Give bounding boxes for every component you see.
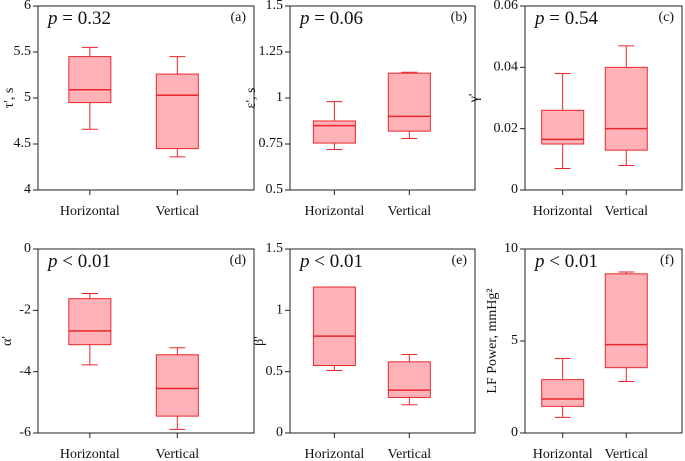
p-symbol: p [533, 251, 545, 272]
p-text: = 0.54 [545, 8, 599, 29]
panel-label: (a) [230, 10, 246, 25]
box [312, 120, 356, 144]
x-tick-label: Horizontal [60, 204, 120, 219]
p-text: < 0.01 [58, 251, 111, 272]
p-value: p = 0.54 [533, 8, 598, 29]
x-tick-label: Vertical [388, 447, 432, 461]
y-axis-label: LF Power, mmHg² [485, 288, 500, 393]
y-tick-label: 0 [276, 425, 283, 440]
panel-label: (f) [660, 253, 674, 268]
panel: 0 0.5 1 1.5 Horizontal Vertical β' (e) p < 0.01 [252, 241, 476, 461]
box [541, 109, 585, 145]
x-tick-label: Horizontal [60, 447, 120, 461]
x-tick-label: Vertical [156, 447, 200, 461]
x-tick-label: Horizontal [304, 447, 364, 461]
p-text: < 0.01 [545, 251, 598, 272]
panel: -6 -4 -2 0 Horizontal Vertical α' (d) p < 0.01 [0, 241, 255, 461]
y-tick-label: 6 [24, 0, 31, 13]
y-tick-label: 0.02 [494, 121, 519, 136]
p-value: p < 0.01 [298, 251, 363, 272]
x-tick-label: Vertical [604, 447, 648, 461]
p-symbol: p [46, 251, 58, 272]
y-tick-label: 0.75 [259, 136, 284, 151]
y-tick-label: 0.06 [494, 0, 519, 13]
plot-frame [37, 248, 255, 434]
y-tick-label: 1 [276, 303, 283, 318]
y-axis-label: ε', s [244, 88, 259, 109]
x-tick-label: Vertical [604, 204, 648, 219]
box [155, 354, 199, 417]
box [387, 361, 431, 398]
p-symbol: p [533, 8, 545, 29]
x-tick-label: Vertical [388, 204, 432, 219]
p-symbol: p [46, 8, 58, 29]
panel-label: (b) [451, 10, 468, 25]
box [604, 66, 648, 151]
p-value: p < 0.01 [46, 251, 111, 272]
y-axis-label: γ' [467, 94, 482, 104]
y-tick-label: -2 [19, 303, 31, 318]
panel: 0.5 0.75 1 1.25 1.5 Horizontal Vertical ε', s (b… [244, 0, 476, 219]
y-tick-label: 0 [511, 182, 518, 197]
p-value: p < 0.01 [533, 251, 598, 272]
x-tick-label: Horizontal [304, 204, 364, 219]
plot-frame [524, 5, 683, 191]
p-value: p = 0.06 [298, 8, 363, 29]
x-tick-label: Horizontal [533, 204, 593, 219]
y-tick-label: 10 [504, 241, 518, 256]
p-text: = 0.32 [58, 8, 111, 29]
y-axis-label: τ', s [2, 88, 17, 109]
p-symbol: p [298, 251, 310, 272]
panel-label: (e) [451, 253, 467, 268]
plot-frame [289, 248, 476, 434]
x-tick-label: Vertical [156, 204, 200, 219]
y-tick-label: 1.25 [259, 44, 284, 59]
p-symbol: p [298, 8, 310, 29]
y-tick-label: 4.5 [14, 136, 32, 151]
y-axis-label: α' [0, 336, 15, 346]
plot-frame [289, 5, 476, 191]
y-tick-label: 0.04 [494, 60, 519, 75]
panel-label: (c) [658, 10, 674, 25]
x-tick-label: Horizontal [533, 447, 593, 461]
panel: 0 5 10 Horizontal Vertical LF Power, mmHg² (f)… [485, 241, 683, 461]
box [68, 56, 112, 104]
panel-label: (d) [230, 253, 247, 268]
y-tick-label: -6 [19, 425, 31, 440]
box [312, 286, 356, 367]
y-tick-label: 0 [24, 241, 31, 256]
y-tick-label: -4 [19, 364, 31, 379]
y-axis-label: β' [252, 336, 267, 346]
y-tick-label: 0.5 [266, 182, 284, 197]
box [155, 73, 199, 150]
y-tick-label: 1 [276, 90, 283, 105]
box [604, 273, 648, 369]
y-tick-label: 0 [511, 425, 518, 440]
y-tick-label: 5 [24, 90, 31, 105]
y-tick-label: 5 [511, 333, 518, 348]
p-text: < 0.01 [310, 251, 363, 272]
y-tick-label: 1.5 [266, 0, 284, 13]
box [68, 298, 112, 346]
y-tick-label: 0.5 [266, 364, 284, 379]
box [541, 379, 585, 407]
box [387, 72, 431, 132]
y-tick-label: 5.5 [14, 44, 32, 59]
panel: 4 4.5 5 5.5 6 Horizontal Vertical τ', s (a) p = 0… [2, 0, 255, 219]
p-text: = 0.06 [310, 8, 363, 29]
p-value: p = 0.32 [46, 8, 111, 29]
panel: 0 0.02 0.04 0.06 Horizontal Vertical γ' (c) p = … [467, 0, 683, 219]
y-tick-label: 4 [24, 182, 31, 197]
y-tick-label: 1.5 [266, 241, 284, 256]
